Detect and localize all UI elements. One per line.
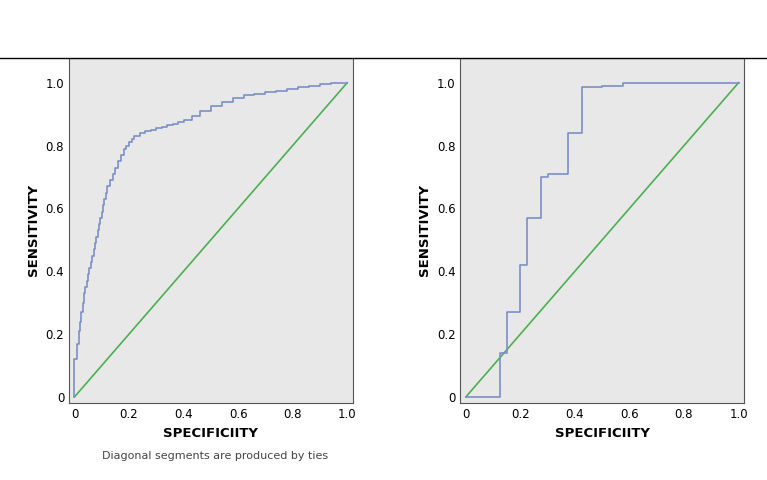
Title: ROC Curve: ROC Curve	[557, 35, 647, 49]
Y-axis label: SENSITIVITY: SENSITIVITY	[418, 184, 431, 276]
Title: ROC Curve: ROC Curve	[166, 35, 256, 49]
X-axis label: SPECIFICIITY: SPECIFICIITY	[555, 427, 650, 440]
Text: Diagonal segments are produced by ties: Diagonal segments are produced by ties	[102, 451, 328, 461]
X-axis label: SPECIFICIITY: SPECIFICIITY	[163, 427, 258, 440]
Y-axis label: SENSITIVITY: SENSITIVITY	[27, 184, 40, 276]
